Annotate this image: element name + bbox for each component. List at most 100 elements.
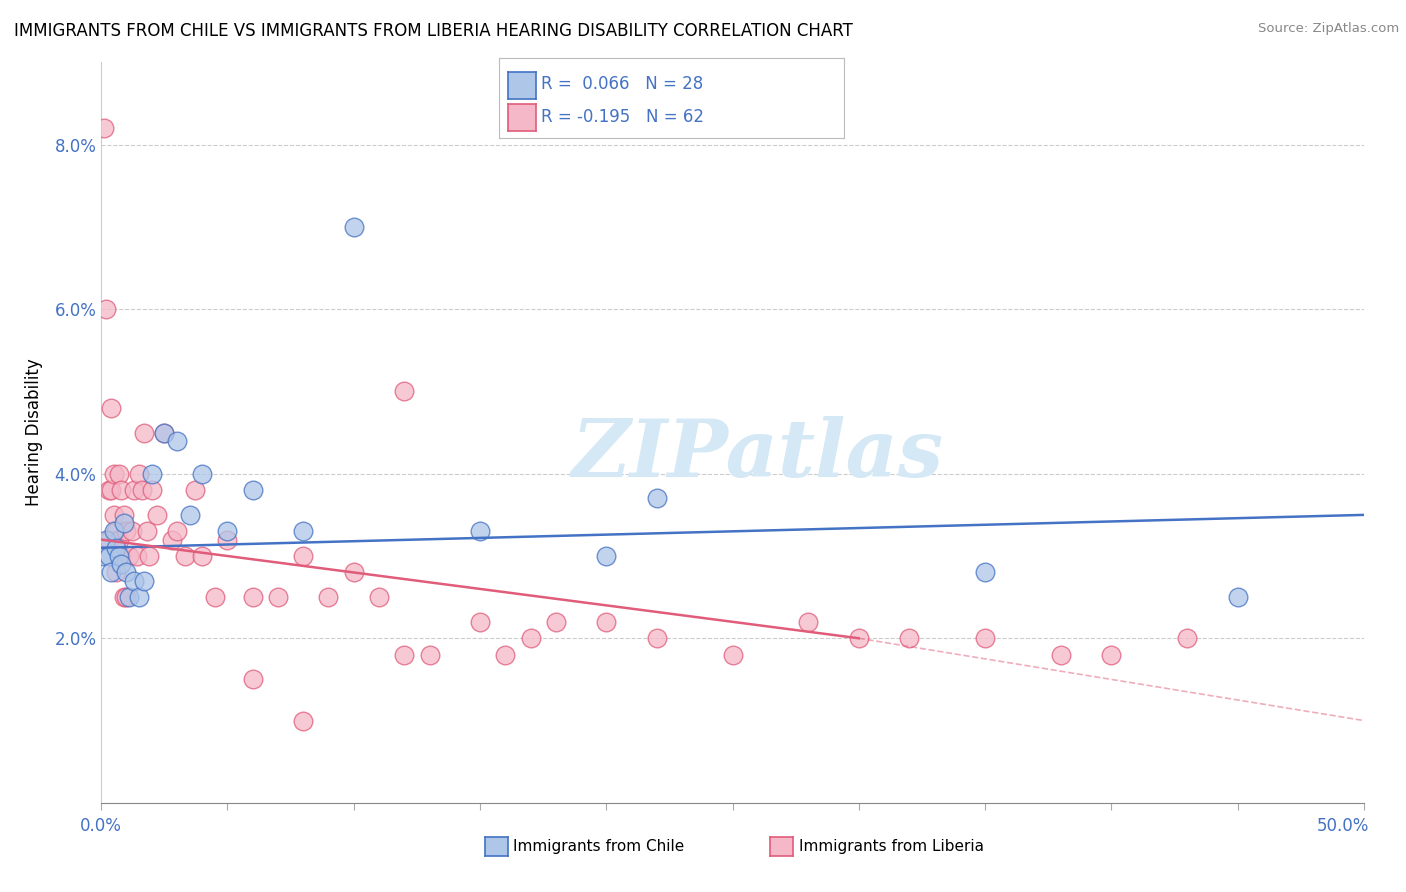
Point	[1099, 648, 1122, 662]
Point	[394, 648, 416, 662]
Text: Immigrants from Chile: Immigrants from Chile	[513, 839, 685, 854]
Point	[343, 219, 366, 234]
Point	[125, 549, 148, 563]
Point	[121, 524, 143, 539]
Point	[153, 425, 176, 440]
Point	[100, 566, 122, 580]
Y-axis label: Hearing Disability: Hearing Disability	[25, 359, 44, 507]
Point	[115, 590, 138, 604]
Point	[105, 566, 128, 580]
Point	[110, 549, 132, 563]
Point	[1175, 632, 1198, 646]
Point	[128, 590, 150, 604]
Text: IMMIGRANTS FROM CHILE VS IMMIGRANTS FROM LIBERIA HEARING DISABILITY CORRELATION : IMMIGRANTS FROM CHILE VS IMMIGRANTS FROM…	[14, 22, 853, 40]
Point	[394, 384, 416, 399]
Text: ZIPatlas: ZIPatlas	[572, 416, 943, 493]
Point	[103, 467, 125, 481]
Text: Immigrants from Liberia: Immigrants from Liberia	[799, 839, 984, 854]
Point	[242, 673, 264, 687]
Point	[468, 524, 491, 539]
Point	[103, 524, 125, 539]
Point	[318, 590, 340, 604]
Point	[595, 549, 617, 563]
Point	[96, 302, 118, 317]
Point	[160, 533, 183, 547]
Point	[974, 566, 997, 580]
Text: R = -0.195   N = 62: R = -0.195 N = 62	[541, 108, 704, 126]
Text: R =  0.066   N = 28: R = 0.066 N = 28	[541, 75, 703, 93]
Point	[153, 425, 176, 440]
Point	[118, 549, 141, 563]
Point	[115, 566, 138, 580]
Point	[242, 590, 264, 604]
Point	[242, 483, 264, 498]
Point	[595, 615, 617, 629]
Text: Source: ZipAtlas.com: Source: ZipAtlas.com	[1258, 22, 1399, 36]
Point	[721, 648, 744, 662]
Point	[122, 574, 145, 588]
Point	[135, 524, 157, 539]
Point	[141, 483, 163, 498]
Text: 0.0%: 0.0%	[80, 817, 122, 835]
Point	[173, 549, 195, 563]
Point	[418, 648, 440, 662]
Point	[183, 483, 205, 498]
Point	[1049, 648, 1071, 662]
Point	[544, 615, 567, 629]
Point	[110, 483, 132, 498]
Point	[100, 483, 122, 498]
Point	[105, 541, 128, 555]
Point	[292, 714, 315, 728]
Point	[1226, 590, 1249, 604]
Point	[122, 483, 145, 498]
Point	[974, 632, 997, 646]
Point	[368, 590, 391, 604]
Point	[146, 508, 169, 522]
Point	[131, 483, 153, 498]
Point	[134, 425, 156, 440]
Point	[110, 558, 132, 572]
Point	[97, 483, 120, 498]
Point	[343, 566, 366, 580]
Point	[112, 590, 135, 604]
Point	[494, 648, 516, 662]
Point	[128, 467, 150, 481]
Point	[519, 632, 541, 646]
Point	[108, 533, 131, 547]
Point	[93, 549, 115, 563]
Point	[191, 467, 214, 481]
Point	[105, 524, 128, 539]
Point	[115, 524, 138, 539]
Point	[166, 434, 188, 448]
Point	[96, 533, 118, 547]
Point	[112, 516, 135, 530]
Point	[112, 508, 135, 522]
Point	[292, 524, 315, 539]
Point	[179, 508, 201, 522]
Point	[141, 467, 163, 481]
Point	[645, 491, 668, 506]
Point	[191, 549, 214, 563]
Point	[166, 524, 188, 539]
Point	[108, 467, 131, 481]
Point	[138, 549, 160, 563]
Point	[645, 632, 668, 646]
Point	[292, 549, 315, 563]
Point	[204, 590, 226, 604]
Point	[898, 632, 921, 646]
Point	[134, 574, 156, 588]
Point	[108, 549, 131, 563]
Point	[93, 121, 115, 136]
Point	[97, 549, 120, 563]
Point	[848, 632, 870, 646]
Point	[267, 590, 290, 604]
Point	[217, 524, 239, 539]
Point	[217, 533, 239, 547]
Point	[103, 508, 125, 522]
Point	[118, 590, 141, 604]
Point	[468, 615, 491, 629]
Point	[100, 401, 122, 415]
Text: 50.0%: 50.0%	[1316, 817, 1369, 835]
Point	[797, 615, 820, 629]
Point	[97, 533, 120, 547]
